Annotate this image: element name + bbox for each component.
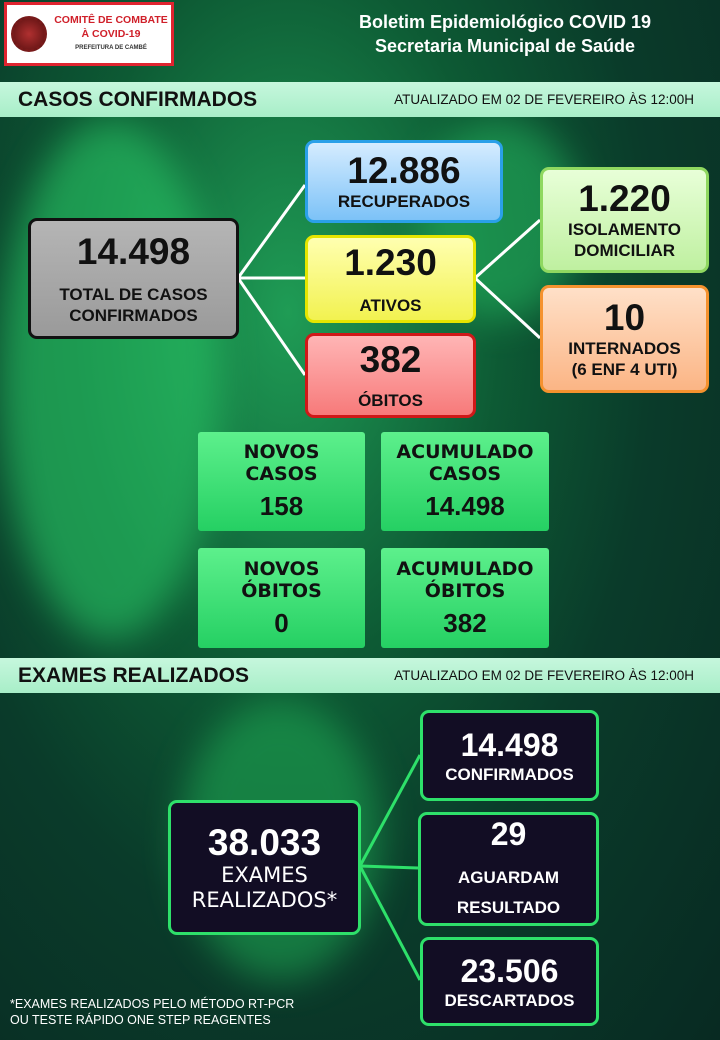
acumulado-casos-value: 14.498: [425, 491, 505, 521]
novos-obitos-label: NOVOS ÓBITOS: [241, 557, 322, 602]
novos-casos-label: NOVOS CASOS: [243, 441, 320, 485]
updated-text: ATUALIZADO EM 02 DE FEVEREIRO ÀS 12:00H: [394, 92, 694, 107]
confirmados-value: 14.498: [460, 726, 559, 763]
acumulado-casos-label: ACUMULADO CASOS: [396, 441, 534, 485]
exames-total-label: EXAMES REALIZADOS*: [191, 862, 338, 912]
updated-text: ATUALIZADO EM 02 DE FEVEREIRO ÀS 12:00H: [394, 668, 694, 683]
header-subtitle: Secretaria Municipal de Saúde: [374, 36, 636, 56]
confirmados-box: 14.498 CONFIRMADOS: [420, 710, 599, 801]
section-heading: CASOS CONFIRMADOS: [18, 87, 258, 111]
aguardam-label: AGUARDAM RESULTADO: [456, 867, 561, 917]
footnote-line1: *EXAMES REALIZADOS PELO MÉTODO RT-PCR: [10, 997, 295, 1011]
connector: [236, 277, 307, 376]
connector: [236, 184, 307, 279]
logo-line1: COMITÊ DE COMBATE: [54, 14, 168, 26]
acumulado-casos-box: ACUMULADO CASOS 14.498: [381, 432, 549, 531]
recuperados-value: 12.886: [347, 150, 461, 191]
novos-casos-box: NOVOS CASOS 158: [198, 432, 365, 531]
isolamento-value: 1.220: [578, 178, 671, 219]
logo: COMITÊ DE COMBATE À COVID-19 PREFEITURA DE…: [4, 2, 174, 66]
casos-section-bar: CASOS CONFIRMADOS ATUALIZADO EM 02 DE FE…: [0, 82, 720, 117]
internados-detail: (6 ENF 4 UTI): [571, 360, 678, 379]
acumulado-obitos-box: ACUMULADO ÓBITOS 382: [381, 548, 549, 648]
connector: [359, 864, 419, 870]
header-title: Boletim Epidemiológico COVID 19: [358, 12, 652, 32]
exames-section-bar: EXAMES REALIZADOS ATUALIZADO EM 02 DE FE…: [0, 658, 720, 693]
novos-obitos-value: 0: [274, 607, 289, 638]
connector: [358, 865, 422, 981]
acumulado-obitos-value: 382: [443, 607, 487, 638]
descartados-value: 23.506: [460, 952, 559, 989]
total-label: TOTAL DE CASOS CONFIRMADOS: [59, 284, 208, 325]
recuperados-box: 12.886 RECUPERADOS: [305, 140, 503, 223]
internados-label: INTERNADOS: [568, 339, 681, 358]
footnote-line2: OU TESTE RÁPIDO ONE STEP REAGENTES: [10, 1013, 271, 1027]
descartados-label: DESCARTADOS: [444, 990, 575, 1010]
total-value: 14.498: [76, 230, 191, 272]
aguardam-box: 29 AGUARDAM RESULTADO: [418, 812, 599, 926]
acumulado-obitos-label: ACUMULADO ÓBITOS: [396, 557, 534, 602]
recuperados-label: RECUPERADOS: [337, 192, 471, 211]
connector: [358, 754, 422, 867]
isolamento-box: 1.220 ISOLAMENTO DOMICILIAR: [540, 167, 709, 273]
obitos-value: 382: [359, 339, 422, 380]
ativos-box: 1.230 ATIVOS: [305, 235, 476, 323]
confirmados-label: CONFIRMADOS: [445, 764, 574, 784]
obitos-box: 382 ÓBITOS: [305, 333, 476, 418]
logo-line2: À COVID-19: [81, 28, 141, 40]
virus-icon: [11, 16, 47, 52]
exames-total-value: 38.033: [207, 821, 322, 863]
connector: [473, 276, 542, 340]
isolamento-label: ISOLAMENTO DOMICILIAR: [567, 220, 682, 260]
ativos-value: 1.230: [344, 241, 437, 283]
internados-box: 10 INTERNADOS (6 ENF 4 UTI): [540, 285, 709, 393]
obitos-label: ÓBITOS: [358, 391, 423, 410]
novos-casos-value: 158: [259, 491, 304, 521]
footnote: *EXAMES REALIZADOS PELO MÉTODO RT-PCR OU…: [10, 996, 340, 1028]
background-virus: [0, 120, 220, 640]
descartados-box: 23.506 DESCARTADOS: [420, 937, 599, 1026]
section-heading: EXAMES REALIZADOS: [18, 663, 250, 687]
connector: [474, 218, 541, 280]
total-cases-box: 14.498 TOTAL DE CASOS CONFIRMADOS: [28, 218, 239, 339]
novos-obitos-box: NOVOS ÓBITOS 0: [198, 548, 365, 648]
ativos-label: ATIVOS: [359, 295, 422, 315]
aguardam-value: 29: [490, 815, 527, 852]
logo-line3: PREFEITURA DE CAMBÉ: [75, 45, 147, 51]
exames-total-box: 38.033 EXAMES REALIZADOS*: [168, 800, 361, 935]
header: Boletim Epidemiológico COVID 19 Secretar…: [300, 10, 710, 58]
internados-value: 10: [603, 297, 646, 338]
